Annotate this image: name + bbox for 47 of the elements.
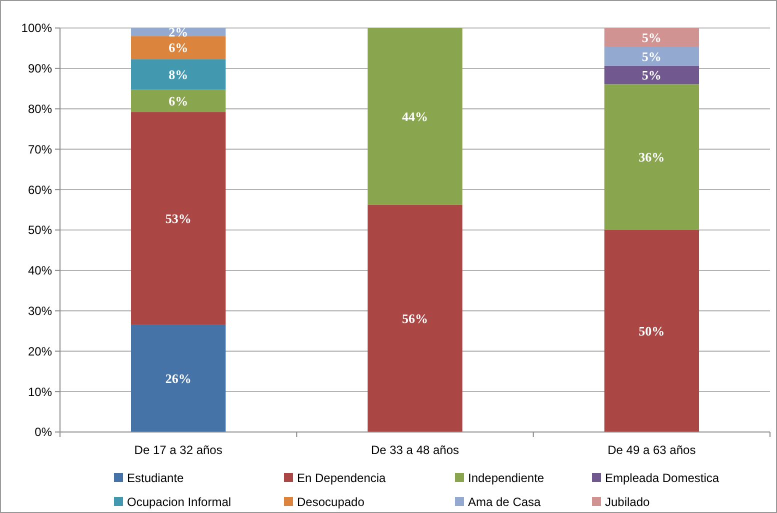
y-tick-label: 100% [21,21,52,36]
data-label: 6% [168,40,188,56]
bar [131,324,226,432]
bar [368,28,462,205]
data-label: 44% [402,109,428,124]
bar [131,36,226,60]
bar [604,84,699,230]
y-tick-label: 40% [28,264,52,278]
bar [131,112,226,325]
data-label: 53% [165,211,192,226]
data-label: 5% [642,30,662,46]
bar [131,59,226,90]
bar [604,230,699,432]
legend-label: Ama de Casa [468,495,542,510]
legend-label: Jubilado [605,495,650,510]
x-tick-label: De 33 a 48 años [370,443,460,457]
data-label: 6% [168,93,188,108]
legend-label: Estudiante [127,471,184,486]
bar [368,204,462,432]
x-tick-label: De 49 a 63 años [608,443,696,457]
y-tick-label: 80% [28,102,52,116]
y-tick-label: 10% [28,384,52,399]
data-label: 50% [638,324,665,339]
legend-label: Desocupado [297,495,365,510]
bar [604,28,699,47]
data-label: 8% [168,67,188,82]
y-tick-label: 30% [28,304,52,318]
y-tick-label: 60% [28,182,52,197]
legend-label: Empleada Domestica [605,471,720,486]
y-tick-label: 50% [28,223,52,238]
y-tick-label: 90% [28,62,52,76]
data-label: 26% [165,371,192,386]
data-label: 5% [642,68,662,83]
legend-label: En Dependencia [297,471,386,486]
bar [604,66,699,84]
data-label: 5% [642,49,662,64]
legend-label: Independiente [468,471,544,486]
bar [604,46,699,66]
y-tick-label: 20% [28,344,52,358]
legend-label: Ocupacion Informal [127,495,232,510]
data-label: 36% [638,150,665,165]
x-tick-label: De 17 a 32 años [134,443,222,457]
data-label: 2% [168,24,188,40]
y-tick-label: 0% [34,425,52,440]
data-label: 56% [402,311,428,326]
bar [131,90,226,112]
y-tick-label: 70% [28,142,52,156]
